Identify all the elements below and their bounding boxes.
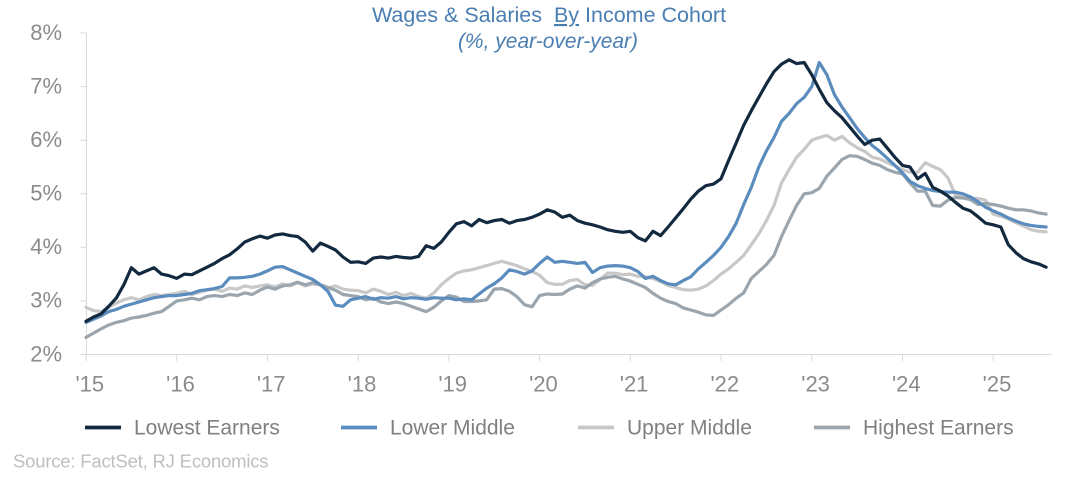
svg-text:'23: '23 <box>801 372 830 397</box>
svg-text:5%: 5% <box>30 181 62 206</box>
svg-text:(%, year-over-year): (%, year-over-year) <box>458 30 638 53</box>
svg-text:'22: '22 <box>710 372 739 397</box>
svg-text:'21: '21 <box>620 372 649 397</box>
svg-text:'19: '19 <box>438 372 467 397</box>
svg-text:3%: 3% <box>30 288 62 313</box>
svg-text:Highest Earners: Highest Earners <box>863 417 1014 440</box>
svg-text:8%: 8% <box>30 20 62 45</box>
svg-text:Source: FactSet, RJ Economics: Source: FactSet, RJ Economics <box>13 451 268 472</box>
svg-text:'24: '24 <box>892 372 921 397</box>
svg-text:'20: '20 <box>529 372 558 397</box>
svg-text:Upper Middle: Upper Middle <box>627 417 752 440</box>
svg-text:2%: 2% <box>30 341 62 366</box>
svg-text:'25: '25 <box>983 372 1012 397</box>
svg-text:4%: 4% <box>30 234 62 259</box>
svg-text:Lower Middle: Lower Middle <box>390 417 515 440</box>
svg-text:Lowest Earners: Lowest Earners <box>134 417 280 440</box>
svg-text:'17: '17 <box>257 372 286 397</box>
svg-text:Wages & Salaries By Income Co: Wages & Salaries By Income Cohort <box>372 3 726 27</box>
svg-text:6%: 6% <box>30 127 62 152</box>
svg-text:7%: 7% <box>30 73 62 98</box>
svg-text:'18: '18 <box>348 372 377 397</box>
svg-text:'15: '15 <box>75 372 104 397</box>
svg-text:'16: '16 <box>166 372 195 397</box>
